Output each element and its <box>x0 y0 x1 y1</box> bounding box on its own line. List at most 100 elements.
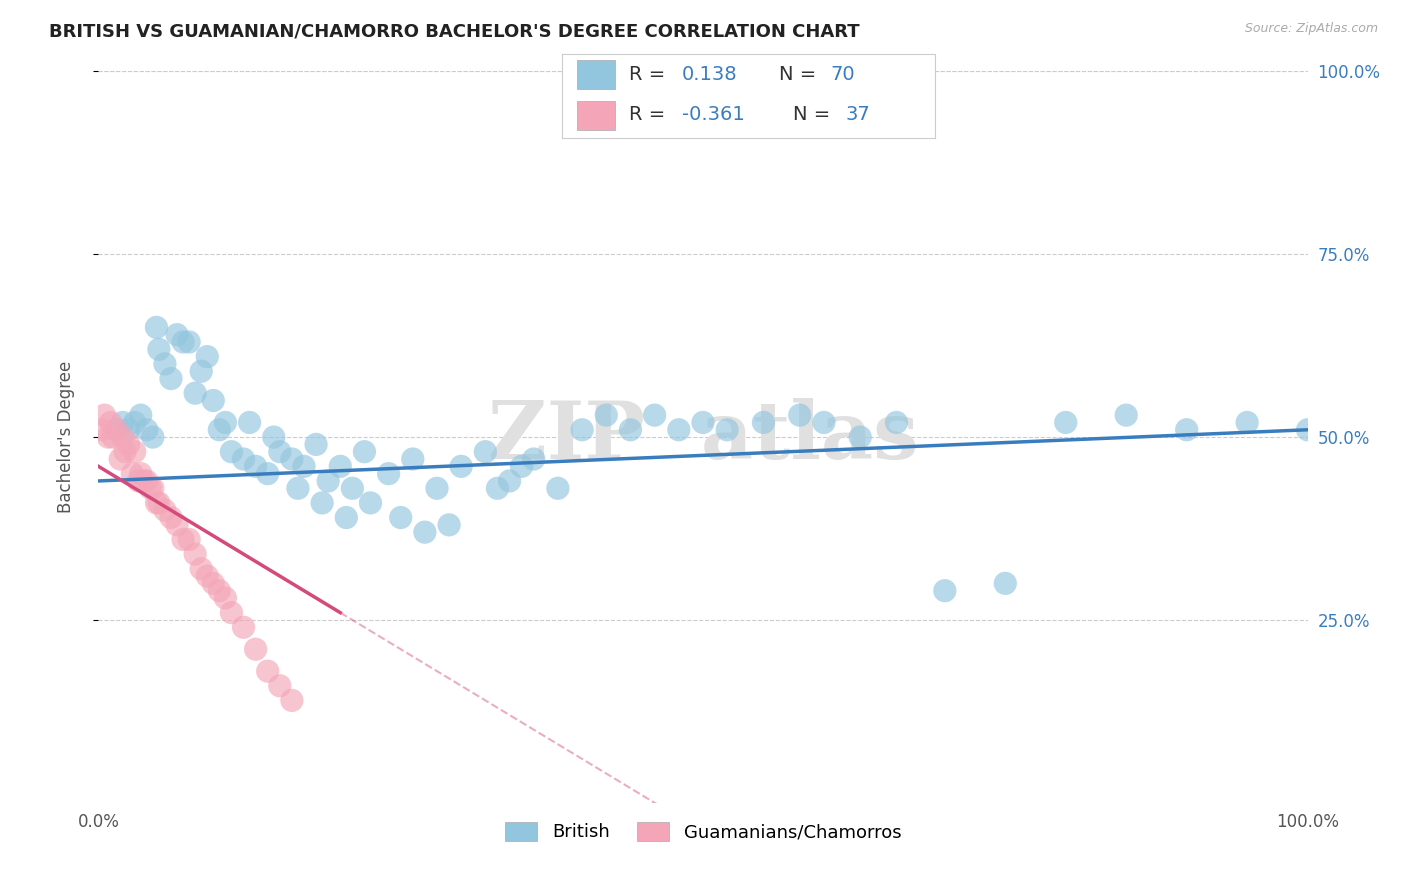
Point <box>166 327 188 342</box>
Text: BRITISH VS GUAMANIAN/CHAMORRO BACHELOR'S DEGREE CORRELATION CHART: BRITISH VS GUAMANIAN/CHAMORRO BACHELOR'S… <box>49 22 860 40</box>
Point <box>450 459 472 474</box>
Text: N =: N = <box>779 65 823 84</box>
Point <box>256 467 278 481</box>
Point <box>105 423 128 437</box>
Point <box>97 430 120 444</box>
Point <box>316 474 339 488</box>
Point <box>232 452 254 467</box>
Point <box>145 320 167 334</box>
Point <box>287 481 309 495</box>
Text: 0.138: 0.138 <box>682 65 737 84</box>
Text: R =: R = <box>630 65 672 84</box>
Point <box>184 547 207 561</box>
Point <box>377 467 399 481</box>
Point <box>179 533 201 547</box>
Point <box>208 423 231 437</box>
Legend: British, Guamanians/Chamorros: British, Guamanians/Chamorros <box>498 814 908 848</box>
Point <box>129 467 152 481</box>
Point <box>100 416 122 430</box>
Point <box>124 416 146 430</box>
Text: -0.361: -0.361 <box>682 105 744 124</box>
Point <box>184 386 207 401</box>
Point <box>281 693 304 707</box>
Point <box>202 576 225 591</box>
Point <box>91 423 114 437</box>
Point <box>281 452 304 467</box>
Point <box>160 371 183 385</box>
Point <box>208 583 231 598</box>
Point <box>1115 408 1137 422</box>
Point <box>195 350 218 364</box>
Point <box>245 642 267 657</box>
Point <box>121 467 143 481</box>
Text: 70: 70 <box>831 65 855 84</box>
Point <box>214 416 236 430</box>
Point <box>311 496 333 510</box>
Point <box>353 444 375 458</box>
Point <box>269 444 291 458</box>
Point <box>595 408 617 422</box>
Point <box>523 452 546 467</box>
Point <box>239 416 262 430</box>
Point <box>129 408 152 422</box>
Point <box>148 343 170 357</box>
Point <box>142 430 165 444</box>
Point <box>305 437 328 451</box>
Point <box>221 444 243 458</box>
Point <box>402 452 425 467</box>
Point <box>148 496 170 510</box>
Point <box>101 430 124 444</box>
Text: 37: 37 <box>845 105 870 124</box>
Point <box>342 481 364 495</box>
Point <box>172 533 194 547</box>
FancyBboxPatch shape <box>578 101 614 130</box>
Point <box>849 430 872 444</box>
Point <box>1296 423 1319 437</box>
Text: N =: N = <box>793 105 837 124</box>
Point <box>886 416 908 430</box>
Point <box>752 416 775 430</box>
Point <box>269 679 291 693</box>
Point <box>934 583 956 598</box>
Point <box>360 496 382 510</box>
Point <box>644 408 666 422</box>
Point <box>118 437 141 451</box>
Point <box>498 474 520 488</box>
Text: R =: R = <box>630 105 672 124</box>
Point <box>114 444 136 458</box>
Point <box>692 416 714 430</box>
Point <box>105 423 128 437</box>
Point <box>111 416 134 430</box>
Point <box>135 474 157 488</box>
Point <box>190 364 212 378</box>
Text: ZIP  atlas: ZIP atlas <box>488 398 918 476</box>
Point <box>232 620 254 634</box>
Point <box>486 481 509 495</box>
Point <box>172 334 194 349</box>
Point <box>437 517 460 532</box>
Point <box>111 430 134 444</box>
Point <box>245 459 267 474</box>
FancyBboxPatch shape <box>578 61 614 89</box>
Point <box>1054 416 1077 430</box>
Text: Source: ZipAtlas.com: Source: ZipAtlas.com <box>1244 22 1378 36</box>
Point <box>160 510 183 524</box>
Point <box>93 408 115 422</box>
Point <box>214 591 236 605</box>
Point <box>142 481 165 495</box>
Point <box>329 459 352 474</box>
Point <box>166 517 188 532</box>
Point <box>789 408 811 422</box>
Point <box>134 474 156 488</box>
Point <box>221 606 243 620</box>
Point <box>190 562 212 576</box>
Point <box>135 423 157 437</box>
Point <box>256 664 278 678</box>
Point <box>108 452 131 467</box>
Point <box>413 525 436 540</box>
Point <box>668 423 690 437</box>
Point <box>127 474 149 488</box>
Point <box>179 334 201 349</box>
Point <box>263 430 285 444</box>
Y-axis label: Bachelor's Degree: Bachelor's Degree <box>56 361 75 513</box>
